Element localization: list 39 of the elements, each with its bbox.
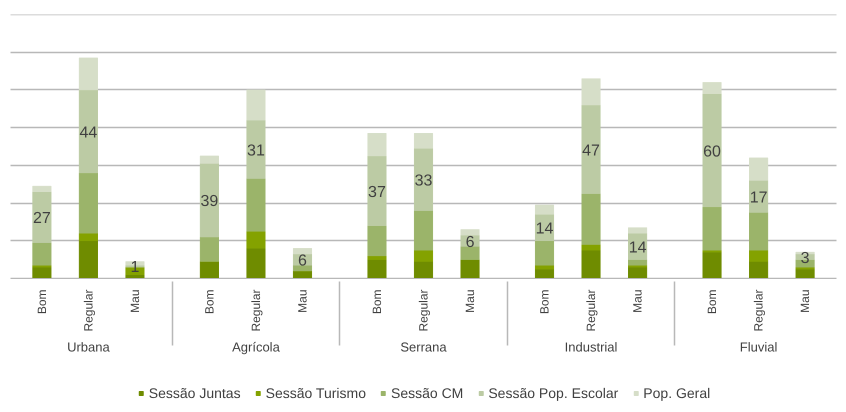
- legend-label: Pop. Geral: [643, 385, 710, 401]
- category-label: Regular: [81, 289, 96, 332]
- category-label: Regular: [248, 289, 263, 332]
- data-label: 37: [368, 184, 386, 201]
- legend-label: Sessão Turismo: [266, 385, 366, 401]
- data-label: 6: [466, 234, 475, 251]
- category-label: Bom: [538, 289, 552, 314]
- data-label: 3: [800, 250, 810, 267]
- data-label: 60: [703, 143, 722, 160]
- category-label: Agrícola: [232, 340, 280, 355]
- data-label: 14: [628, 239, 647, 256]
- category-label: Bom: [34, 289, 49, 314]
- category-label: Regular: [584, 289, 598, 332]
- data-label: 27: [32, 210, 51, 228]
- category-label: Serrana: [400, 340, 447, 355]
- data-label: 31: [247, 142, 265, 160]
- data-label: 39: [200, 193, 218, 210]
- category-label: Mau: [463, 290, 478, 313]
- category-label: Mau: [295, 290, 310, 313]
- data-label: 14: [536, 220, 554, 238]
- category-label: Regular: [416, 289, 430, 332]
- category-label: Industrial: [564, 340, 618, 355]
- category-label: Mau: [128, 290, 142, 313]
- data-label: 6: [298, 252, 308, 270]
- category-label: Bom: [370, 289, 384, 314]
- data-label: 47: [582, 142, 600, 160]
- data-label: 44: [80, 124, 98, 142]
- category-label: Urbana: [67, 340, 110, 355]
- category-label: Bom: [202, 289, 216, 314]
- category-label: Regular: [752, 289, 766, 332]
- legend-label: Sessão CM: [390, 385, 464, 401]
- category-label: Bom: [705, 289, 720, 314]
- category-label: Mau: [630, 290, 645, 313]
- legend-label: Sessão Juntas: [148, 385, 241, 401]
- category-label: Fluvial: [740, 340, 778, 355]
- category-label: Mau: [798, 290, 812, 313]
- data-label: 33: [414, 172, 432, 190]
- data-label: 17: [750, 189, 768, 206]
- legend-label: Sessão Pop. Escolar: [488, 385, 618, 401]
